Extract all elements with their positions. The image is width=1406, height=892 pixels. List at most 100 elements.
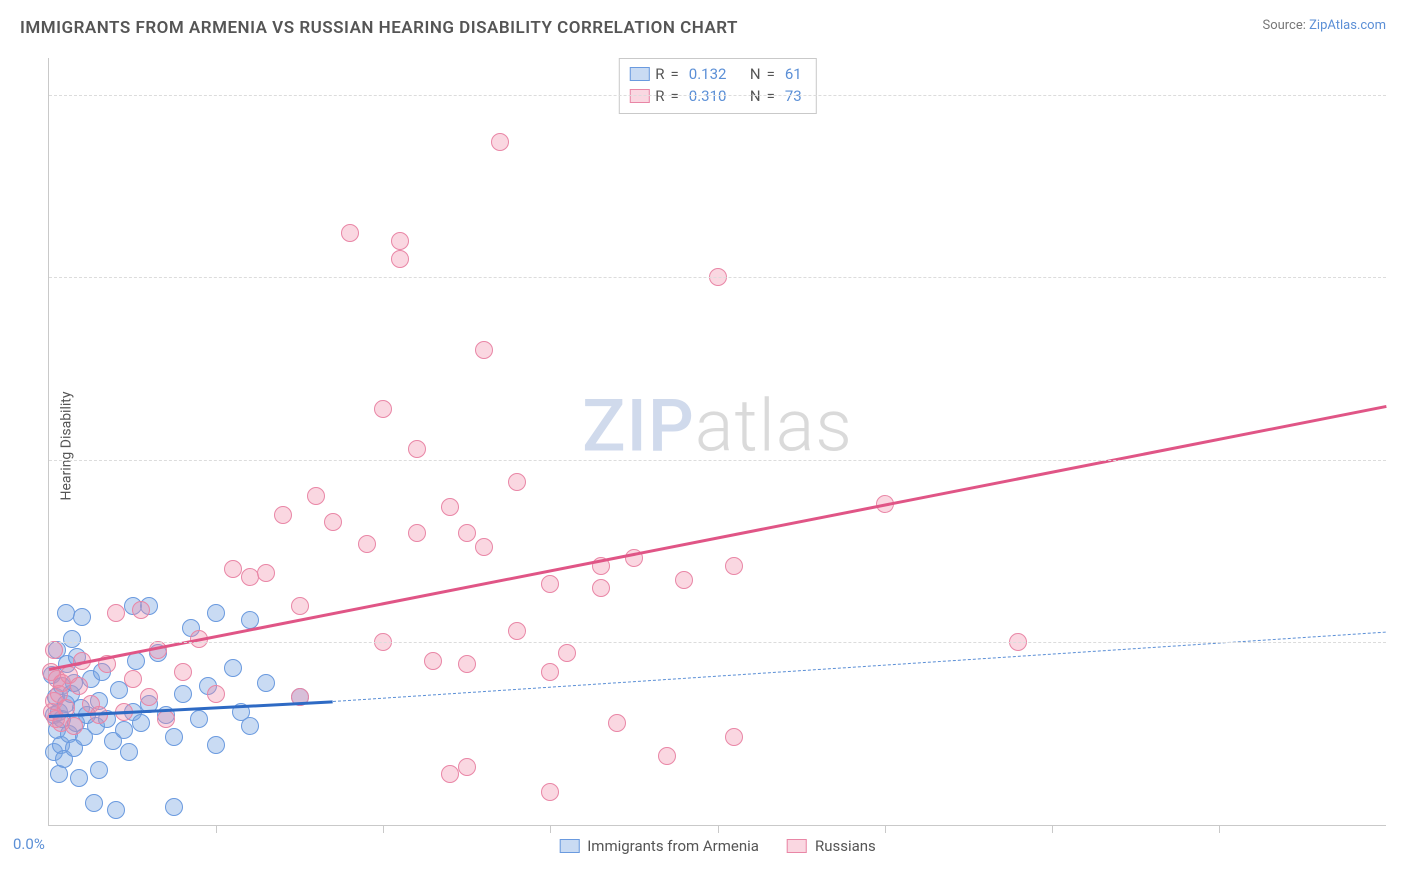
equals: = [671,85,679,107]
scatter-point-armenia [107,801,125,819]
scatter-point-russians [274,506,292,524]
scatter-point-russians [491,133,509,151]
stats-row-russians: R = 0.310 N = 73 [629,85,805,107]
r-label: R [655,85,664,107]
x-tick [718,825,719,833]
chart-frame: ZIPatlas R = 0.132 N = 61 R = 0.310 N = … [48,58,1386,826]
scatter-point-russians [132,601,150,619]
scatter-point-russians [341,224,359,242]
n-value-russians: 73 [785,85,802,107]
r-label: R [655,63,664,85]
scatter-point-russians [140,688,158,706]
scatter-point-russians [257,564,275,582]
swatch-russians [787,839,807,853]
r-value-armenia: 0.132 [689,63,727,85]
scatter-point-russians [541,575,559,593]
scatter-point-russians [424,652,442,670]
scatter-point-russians [508,473,526,491]
scatter-point-russians [508,622,526,640]
scatter-point-armenia [224,659,242,677]
scatter-point-russians [65,717,83,735]
scatter-point-russians [408,440,426,458]
scatter-point-russians [157,710,175,728]
scatter-point-russians [174,663,192,681]
series-legend: Immigrants from Armenia Russians [559,837,876,855]
equals: = [671,63,679,85]
stats-row-armenia: R = 0.132 N = 61 [629,63,805,85]
x-tick [216,825,217,833]
scatter-point-russians [458,655,476,673]
r-value-russians: 0.310 [689,85,727,107]
x-tick [550,825,551,833]
scatter-point-russians [324,513,342,531]
scatter-point-russians [475,538,493,556]
legend-item-russians: Russians [787,837,876,855]
scatter-point-russians [608,714,626,732]
scatter-point-russians [458,758,476,776]
trend-line [49,405,1387,671]
scatter-point-russians [541,783,559,801]
scatter-point-armenia [207,736,225,754]
scatter-point-russians [70,677,88,695]
n-label: N [750,63,761,85]
scatter-point-armenia [174,685,192,703]
n-label: N [750,85,761,107]
x-tick [1219,825,1220,833]
gridline [49,95,1386,96]
stats-legend: R = 0.132 N = 61 R = 0.310 N = 73 [618,58,816,114]
scatter-point-russians [475,341,493,359]
y-tick-label: 15.0% [1396,268,1406,286]
gridline [49,277,1386,278]
y-tick-label: 20.0% [1396,86,1406,104]
scatter-point-armenia [120,743,138,761]
scatter-point-russians [725,557,743,575]
scatter-point-russians [541,663,559,681]
scatter-point-russians [441,765,459,783]
legend-label-armenia: Immigrants from Armenia [587,837,759,855]
scatter-point-armenia [63,630,81,648]
scatter-point-russians [441,498,459,516]
scatter-point-russians [207,685,225,703]
x-tick [1052,825,1053,833]
swatch-russians [629,89,649,103]
scatter-point-armenia [165,728,183,746]
scatter-point-armenia [190,710,208,728]
scatter-point-armenia [70,769,88,787]
scatter-point-armenia [85,794,103,812]
plot-area [49,58,1386,825]
y-tick-label: 5.0% [1396,633,1406,651]
scatter-point-armenia [90,761,108,779]
scatter-point-armenia [257,674,275,692]
scatter-point-russians [224,560,242,578]
source-attribution: Source: ZipAtlas.com [1262,18,1386,33]
y-tick-label: 10.0% [1396,451,1406,469]
legend-label-russians: Russians [815,837,876,855]
scatter-point-russians [458,524,476,542]
scatter-point-russians [558,644,576,662]
swatch-armenia [559,839,579,853]
scatter-point-russians [725,728,743,746]
x-origin-label: 0.0% [13,835,45,853]
x-tick [383,825,384,833]
equals: = [767,85,775,107]
x-max-label: 80.0% [1396,835,1406,853]
equals: = [767,63,775,85]
scatter-point-armenia [241,717,259,735]
scatter-point-armenia [115,721,133,739]
scatter-point-russians [408,524,426,542]
swatch-armenia [629,67,649,81]
scatter-point-armenia [132,714,150,732]
scatter-point-russians [658,747,676,765]
source-link[interactable]: ZipAtlas.com [1309,18,1386,33]
chart-title: IMMIGRANTS FROM ARMENIA VS RUSSIAN HEARI… [20,18,738,38]
scatter-point-russians [675,571,693,589]
scatter-point-russians [307,487,325,505]
scatter-point-russians [391,250,409,268]
legend-item-armenia: Immigrants from Armenia [559,837,759,855]
scatter-point-armenia [57,604,75,622]
scatter-point-russians [107,604,125,622]
scatter-point-russians [124,670,142,688]
scatter-point-armenia [73,608,91,626]
scatter-point-russians [291,597,309,615]
scatter-point-armenia [207,604,225,622]
